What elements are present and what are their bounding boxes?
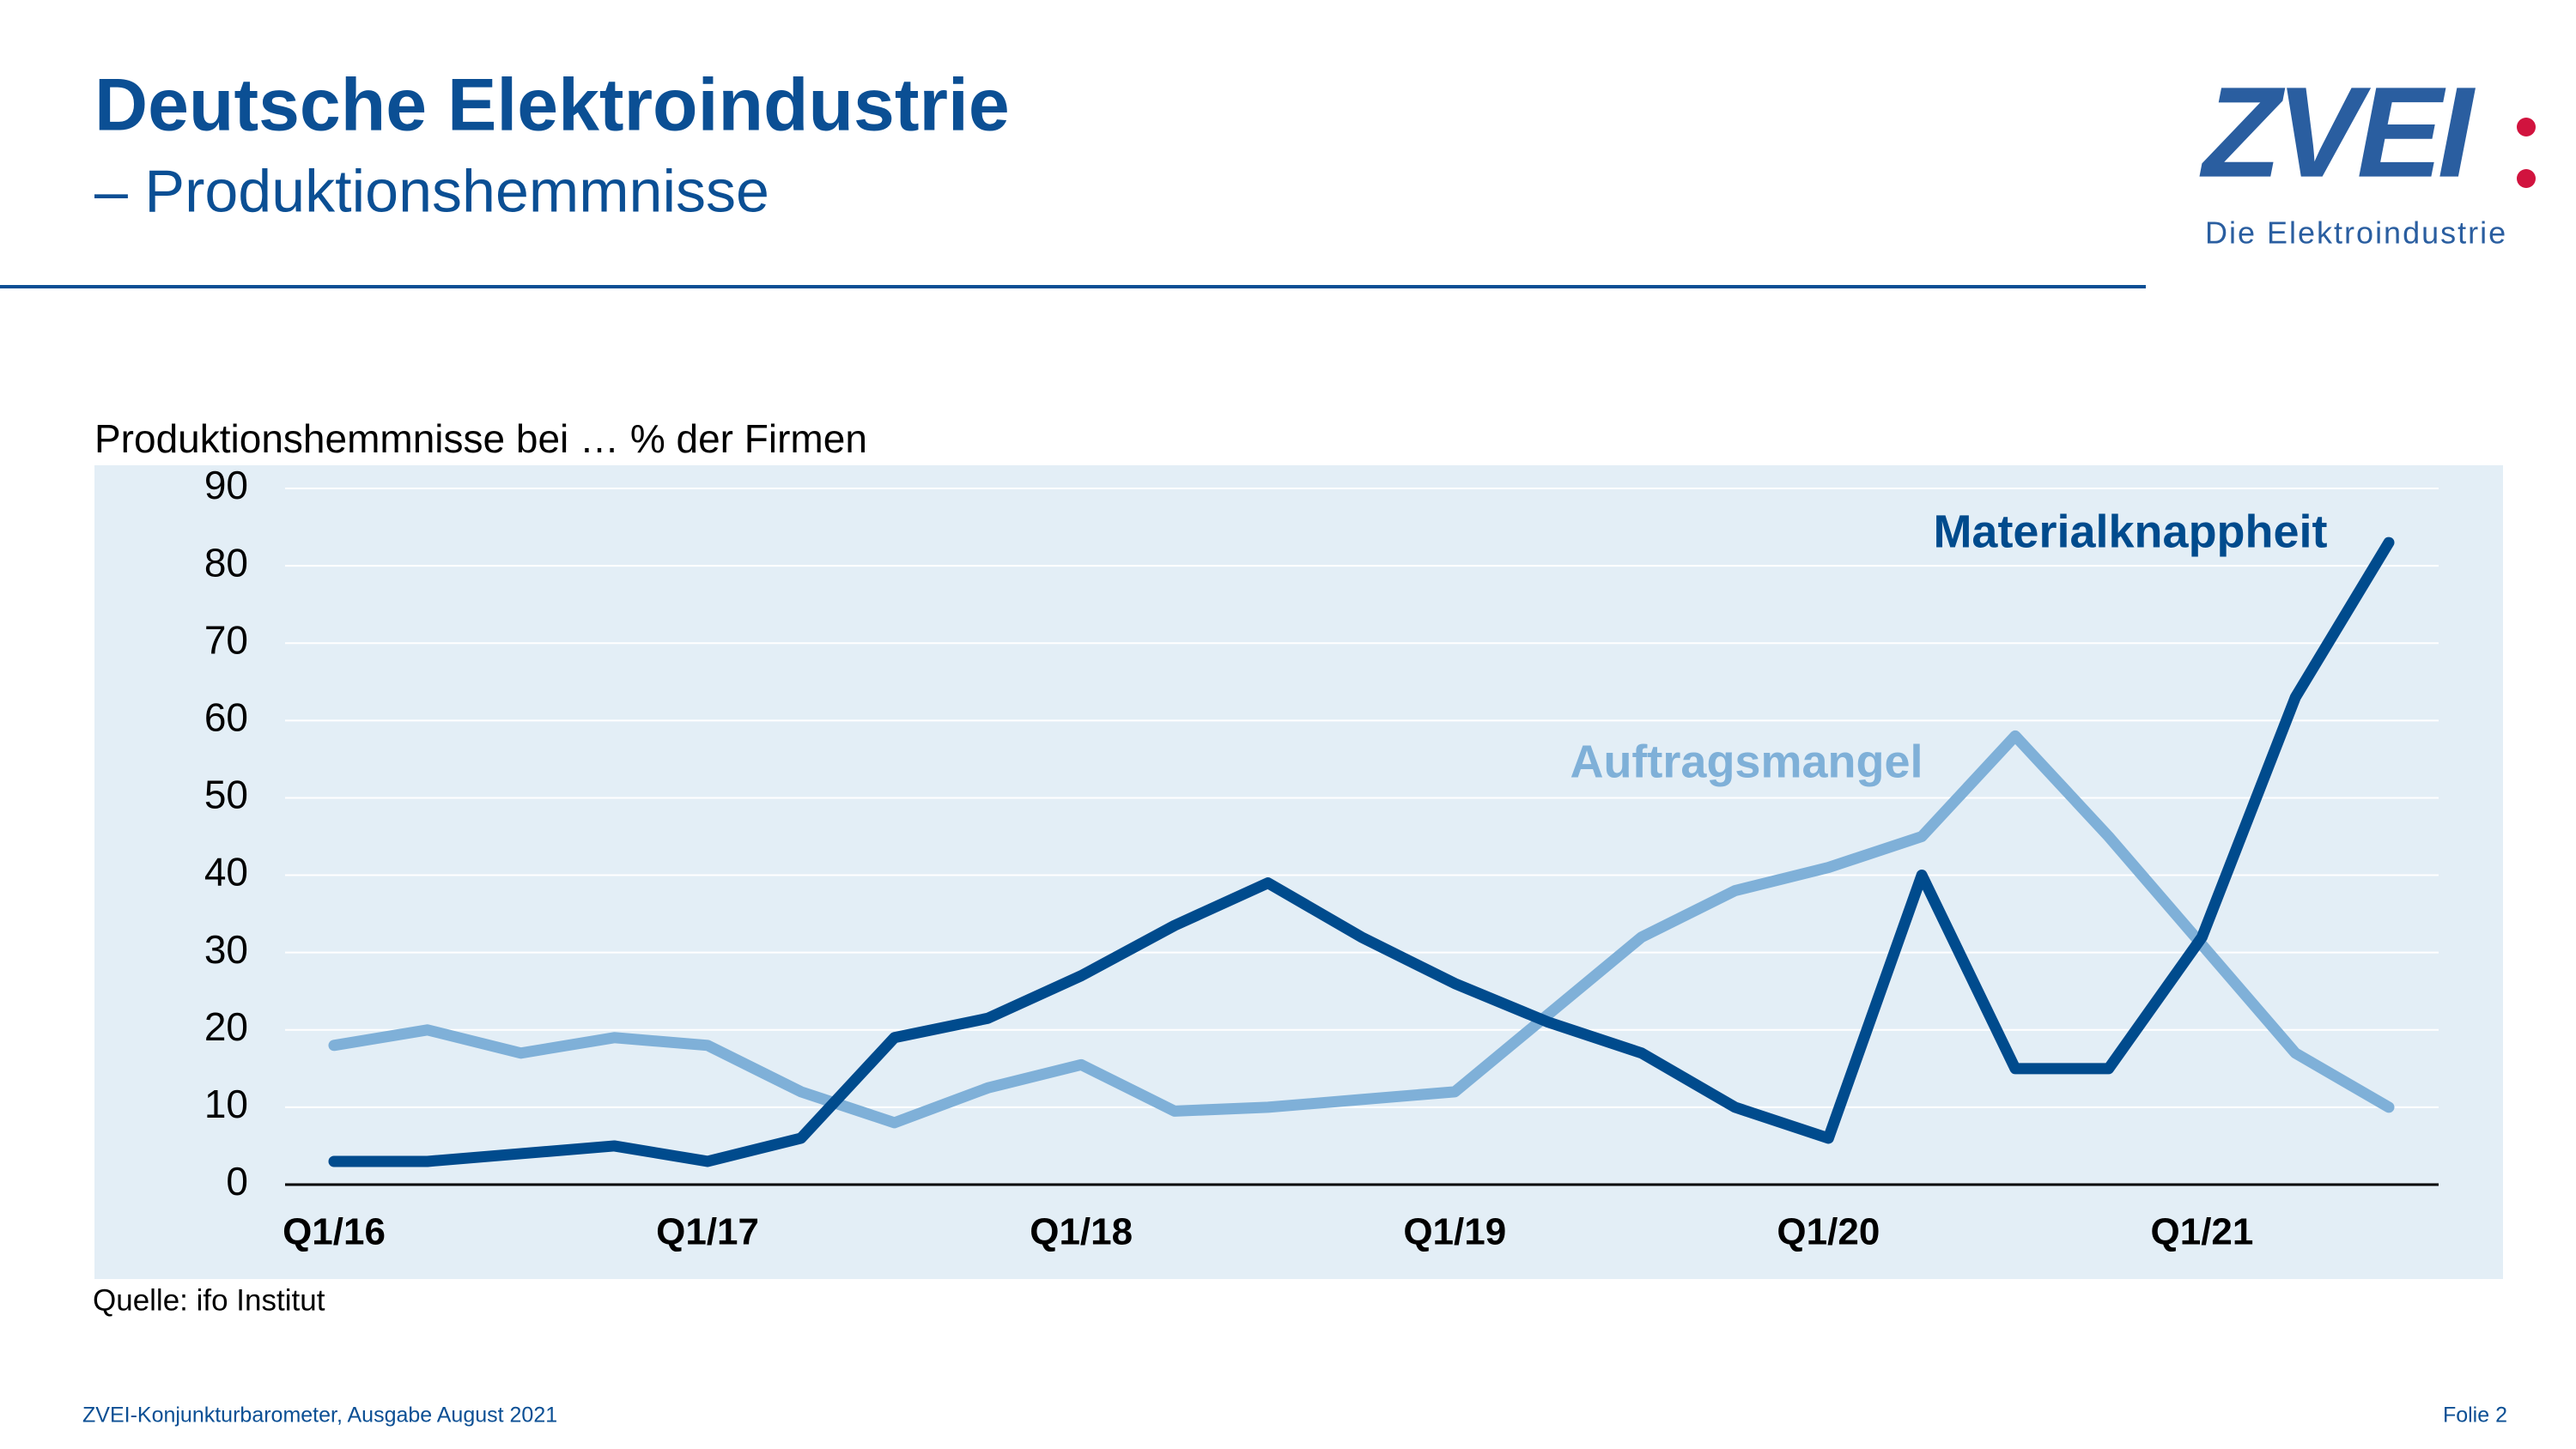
- logo-mark: ZVEI: [2199, 60, 2476, 204]
- y-tick-label: 30: [204, 927, 248, 972]
- y-tick-label: 70: [204, 617, 248, 662]
- y-tick-label: 60: [204, 694, 248, 739]
- y-tick-label: 0: [226, 1159, 248, 1203]
- y-axis-label: Produktionshemmnisse bei … % der Firmen: [94, 416, 867, 461]
- x-tick-label: Q1/18: [1030, 1211, 1133, 1253]
- x-tick-label: Q1/21: [2151, 1211, 2254, 1253]
- y-tick-label: 20: [204, 1004, 248, 1049]
- series-label: Materialknappheit: [1933, 506, 2327, 557]
- y-tick-label: 10: [204, 1082, 248, 1126]
- y-tick-label: 40: [204, 850, 248, 894]
- title: Deutsche Elektroindustrie: [94, 64, 1010, 147]
- source: Quelle: ifo Institut: [93, 1283, 325, 1317]
- subtitle: – Produktionshemmnisse: [94, 157, 769, 224]
- logo-dot: [2517, 118, 2536, 136]
- plot-background: [94, 465, 2503, 1279]
- x-tick-label: Q1/17: [656, 1211, 759, 1253]
- series-line: [328, 730, 2395, 1129]
- x-tick-label: Q1/19: [1403, 1211, 1506, 1253]
- y-tick-label: 80: [204, 540, 248, 585]
- footer-right: Folie 2: [2443, 1404, 2507, 1428]
- series-label: Auftragsmangel: [1570, 736, 1923, 787]
- y-tick-label: 90: [204, 463, 248, 507]
- logo-dot: [2517, 169, 2536, 188]
- x-tick-label: Q1/20: [1777, 1211, 1880, 1253]
- x-tick-label: Q1/16: [283, 1211, 386, 1253]
- series-line: [328, 537, 2395, 1167]
- logo-tagline: Die Elektroindustrie: [2205, 215, 2507, 251]
- y-tick-label: 50: [204, 773, 248, 817]
- footer-left: ZVEI-Konjunkturbarometer, Ausgabe August…: [82, 1404, 557, 1428]
